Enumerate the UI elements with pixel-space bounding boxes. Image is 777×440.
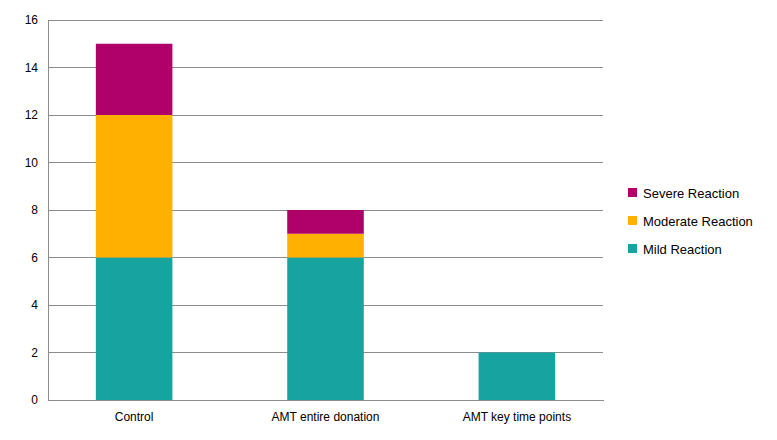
- y-tick: 8: [31, 203, 48, 217]
- bar-segment: [479, 353, 556, 401]
- legend-item: Moderate Reaction: [628, 214, 753, 229]
- y-tick: 0: [31, 393, 48, 407]
- legend-item: Mild Reaction: [628, 242, 722, 257]
- legend-item: Severe Reaction: [628, 186, 739, 201]
- y-tick-label: 6: [31, 251, 38, 265]
- bar-segment: [287, 210, 364, 234]
- chart: 0 2 4 6 8 10 12 14 16 Control AMT entire donation A…: [0, 0, 777, 440]
- y-tick-label: 8: [31, 203, 38, 217]
- x-tick-label: AMT entire donation: [272, 410, 380, 424]
- x-axis: Control AMT entire donation AMT key time p…: [49, 400, 604, 424]
- series: [96, 44, 364, 234]
- y-tick-label: 14: [25, 61, 39, 75]
- y-tick: 12: [25, 108, 48, 122]
- bar-segment: [96, 258, 173, 401]
- plot-area: 0 2 4 6 8 10 12 14 16 Control AMT entire donation A…: [25, 13, 604, 423]
- legend-label: Mild Reaction: [643, 242, 722, 257]
- series: [96, 115, 364, 258]
- y-tick: 6: [31, 251, 48, 265]
- y-tick-label: 10: [25, 156, 39, 170]
- x-axis-line: [49, 400, 604, 401]
- bars: [96, 44, 555, 400]
- legend-label: Severe Reaction: [643, 186, 739, 201]
- grid: [48, 20, 603, 400]
- y-tick: 16: [25, 13, 48, 27]
- bar-segment: [96, 44, 173, 115]
- y-tick: 4: [31, 298, 48, 312]
- y-axis: 0 2 4 6 8 10 12 14 16: [25, 13, 49, 407]
- x-tick: AMT entire donation: [272, 400, 380, 424]
- x-tick-label: AMT key time points: [463, 410, 571, 424]
- bar-segment: [287, 234, 364, 258]
- bar-segment: [287, 258, 364, 401]
- bar-segment: [479, 352, 556, 353]
- y-tick: 2: [31, 346, 48, 360]
- bar-segment: [479, 352, 556, 353]
- x-tick: Control: [115, 400, 154, 424]
- legend: Severe Reaction Moderate Reaction Mild Rea…: [628, 186, 753, 257]
- x-tick-label: Control: [115, 410, 154, 424]
- legend-label: Moderate Reaction: [643, 214, 753, 229]
- grid-line: [48, 20, 603, 21]
- y-tick-label: 0: [31, 393, 38, 407]
- legend-swatch: [628, 244, 637, 253]
- x-tick: AMT key time points: [463, 400, 571, 424]
- y-axis-line: [48, 21, 49, 401]
- y-tick-label: 16: [25, 13, 39, 27]
- y-tick-label: 2: [31, 346, 38, 360]
- bar-segment: [96, 115, 173, 258]
- legend-swatch: [628, 216, 637, 225]
- y-tick-label: 4: [31, 298, 38, 312]
- y-tick: 14: [25, 61, 48, 75]
- series: [96, 258, 555, 401]
- y-tick: 10: [25, 156, 48, 170]
- legend-swatch: [628, 188, 637, 197]
- y-tick-label: 12: [25, 108, 39, 122]
